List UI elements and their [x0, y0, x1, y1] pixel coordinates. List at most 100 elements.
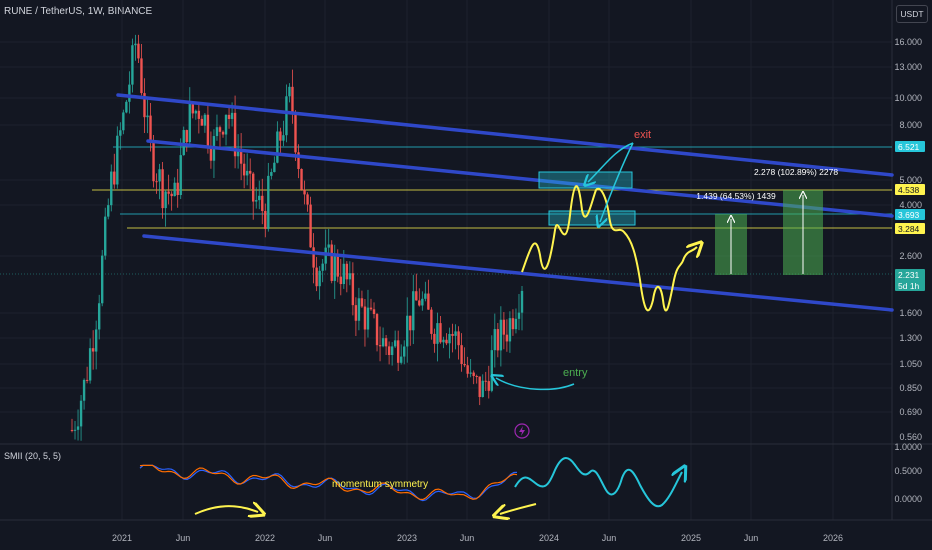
candle-body — [149, 115, 152, 142]
price-tick-label: 13.000 — [894, 62, 922, 72]
candle-body — [270, 172, 273, 176]
candle-body — [131, 45, 134, 85]
candle-body — [424, 293, 427, 299]
time-tick-label: 2025 — [681, 533, 701, 543]
candle-body — [125, 101, 128, 113]
time-tick-label: Jun — [318, 533, 333, 543]
candle-body — [285, 96, 288, 136]
time-tick-label: 2021 — [112, 533, 132, 543]
candle-body — [116, 135, 119, 185]
candle-body — [345, 263, 349, 280]
candle-body — [415, 291, 418, 301]
candle-body — [312, 247, 315, 268]
candle-body — [294, 113, 297, 153]
candle-body — [321, 263, 324, 271]
time-axis[interactable]: 2021 Jun 2022 Jun 2023 Jun 2024 Jun 2025 Jun 2026 — [112, 533, 843, 543]
candle-body — [357, 298, 361, 321]
price-label-text: 2.231 — [898, 270, 920, 280]
candle-body — [236, 151, 240, 157]
exit-arrow-2[interactable] — [600, 142, 634, 222]
candle-body — [76, 426, 80, 430]
candle-body — [248, 170, 252, 174]
candle-body — [88, 348, 92, 381]
smii-tick-label: 0.0000 — [894, 494, 922, 504]
candle-body — [164, 191, 167, 209]
price-label-box — [895, 209, 925, 220]
candle-body — [288, 86, 291, 97]
symmetry-arrow-right[interactable] — [500, 503, 537, 514]
candle-body — [179, 155, 182, 196]
candle-body — [466, 365, 469, 374]
candle-body — [170, 193, 173, 197]
smii-pane: momentum symmetry — [139, 457, 682, 514]
price-label-text: 3.693 — [898, 210, 920, 220]
candle-body — [273, 162, 276, 173]
candle-body — [418, 300, 421, 306]
candle-body — [303, 189, 306, 195]
currency-unit-button[interactable]: USDT — [896, 5, 928, 23]
candle-body — [255, 200, 258, 202]
price-tick-label: 5.000 — [899, 175, 922, 185]
candle-body — [318, 270, 321, 287]
candle-body — [101, 255, 104, 304]
time-tick-label: 2024 — [539, 533, 559, 543]
descending-channel[interactable] — [116, 93, 894, 312]
candle-body — [152, 141, 155, 182]
candle-body — [173, 182, 176, 197]
smii-signal-line — [139, 464, 518, 501]
smii-tick-label: 1.0000 — [894, 442, 922, 452]
candle-body — [122, 112, 125, 131]
candle-body — [348, 273, 352, 280]
candle-body — [309, 204, 312, 248]
time-tick-label: 2023 — [397, 533, 417, 543]
exit-zone-lower[interactable] — [548, 210, 636, 226]
candle-body — [91, 348, 95, 352]
candle-body — [505, 334, 509, 342]
candle-body — [508, 318, 512, 342]
candle-body — [327, 244, 330, 248]
candle-body — [264, 210, 267, 229]
candle-body — [282, 135, 285, 141]
projection-path[interactable] — [521, 185, 697, 312]
candle-body — [436, 323, 439, 344]
entry-label: entry — [563, 367, 588, 379]
level-lines[interactable] — [0, 146, 892, 275]
candle-body — [194, 110, 198, 114]
candle-body — [360, 298, 364, 307]
candle-body — [403, 346, 406, 357]
candle-body — [427, 293, 430, 310]
exit-arrow-1[interactable] — [588, 142, 634, 182]
candle-body — [143, 93, 146, 118]
candle-body — [442, 339, 445, 343]
candle-body — [206, 114, 210, 147]
price-axis[interactable]: 16.000 13.000 10.000 8.000 5.000 4.000 2.600 1.… — [894, 37, 922, 442]
candle-body — [188, 103, 191, 143]
symmetry-arrow-left[interactable] — [194, 506, 258, 514]
price-tick-label: 2.600 — [899, 251, 922, 261]
candle-body — [484, 380, 487, 382]
price-label-text: 4.538 — [898, 185, 920, 195]
candle-body — [351, 273, 355, 306]
candle-body — [487, 381, 490, 391]
candle-body — [119, 130, 122, 136]
candle-body — [469, 372, 472, 374]
candle-body — [70, 429, 74, 431]
candle-body — [463, 364, 466, 366]
candle-body — [227, 114, 231, 119]
candle-body — [381, 338, 385, 347]
candle-body — [369, 307, 373, 310]
price-tick-label: 16.000 — [894, 37, 922, 47]
candle-body — [128, 84, 131, 102]
candle-body — [155, 181, 158, 183]
candle-body — [478, 376, 481, 398]
lightning-icon[interactable] — [514, 423, 530, 439]
time-tick-label: Jun — [460, 533, 475, 543]
candle-body — [197, 110, 201, 119]
entry-arrow[interactable] — [496, 378, 575, 391]
candle-body — [200, 118, 204, 126]
candle-body — [315, 267, 318, 287]
candle-body — [258, 195, 261, 201]
candle-body — [73, 429, 77, 431]
smii-projection[interactable] — [514, 457, 682, 508]
